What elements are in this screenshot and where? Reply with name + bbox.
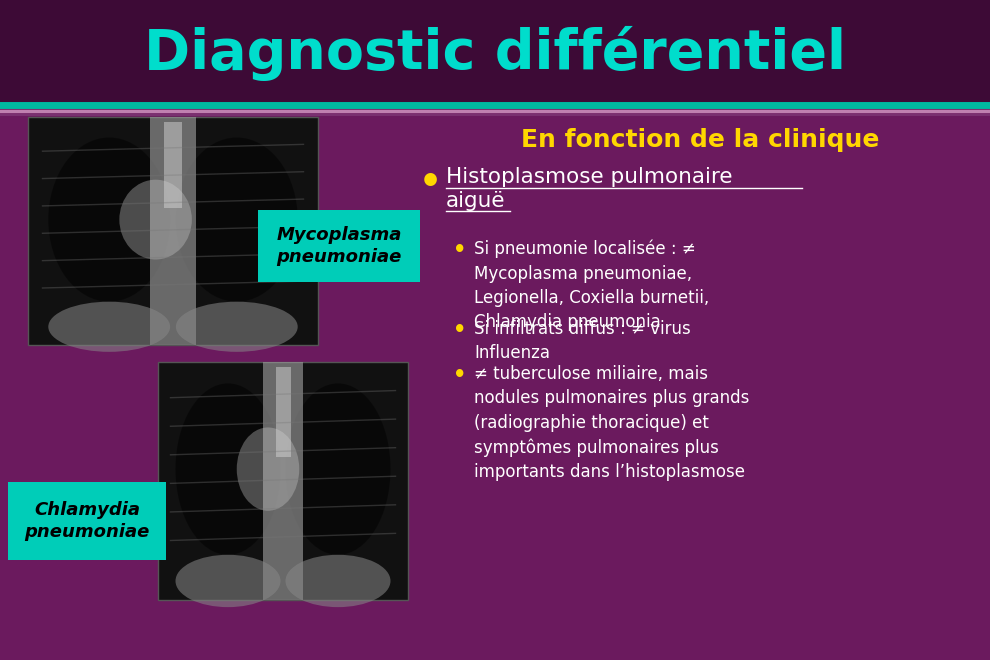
- Text: •: •: [419, 166, 442, 200]
- Ellipse shape: [49, 302, 170, 352]
- Text: Chlamydia
pneumoniae: Chlamydia pneumoniae: [25, 500, 149, 541]
- Bar: [275, 367, 290, 457]
- Ellipse shape: [176, 137, 298, 302]
- Bar: [0, 0, 990, 105]
- Bar: [164, 121, 182, 208]
- Ellipse shape: [285, 383, 390, 555]
- Text: Mycoplasma
pneumoniae: Mycoplasma pneumoniae: [276, 226, 402, 267]
- Text: •: •: [453, 320, 466, 340]
- Text: Si pneumonie localisée : ≠
Mycoplasma pneumoniae,
Legionella, Coxiella burnetii,: Si pneumonie localisée : ≠ Mycoplasma pn…: [474, 240, 709, 331]
- Bar: [258, 210, 420, 282]
- Text: Si infiltrats diffus : ≠ virus
Influenza: Si infiltrats diffus : ≠ virus Influenza: [474, 320, 691, 362]
- Bar: [263, 362, 303, 600]
- Bar: [8, 482, 166, 560]
- Ellipse shape: [176, 302, 298, 352]
- Bar: [149, 117, 196, 345]
- Text: En fonction de la clinique: En fonction de la clinique: [521, 128, 879, 152]
- Ellipse shape: [237, 428, 299, 511]
- Bar: [28, 117, 318, 345]
- Text: Diagnostic différentiel: Diagnostic différentiel: [144, 26, 846, 81]
- Text: aiguë: aiguë: [446, 191, 506, 211]
- Text: •: •: [453, 240, 466, 260]
- Text: ≠ tuberculose miliaire, mais
nodules pulmonaires plus grands
(radiographie thora: ≠ tuberculose miliaire, mais nodules pul…: [474, 365, 749, 481]
- Text: •: •: [453, 365, 466, 385]
- Ellipse shape: [175, 555, 280, 607]
- Ellipse shape: [175, 383, 280, 555]
- Bar: [158, 362, 408, 600]
- Ellipse shape: [49, 137, 170, 302]
- Ellipse shape: [120, 180, 192, 259]
- Ellipse shape: [285, 555, 390, 607]
- Text: Histoplasmose pulmonaire: Histoplasmose pulmonaire: [446, 167, 733, 187]
